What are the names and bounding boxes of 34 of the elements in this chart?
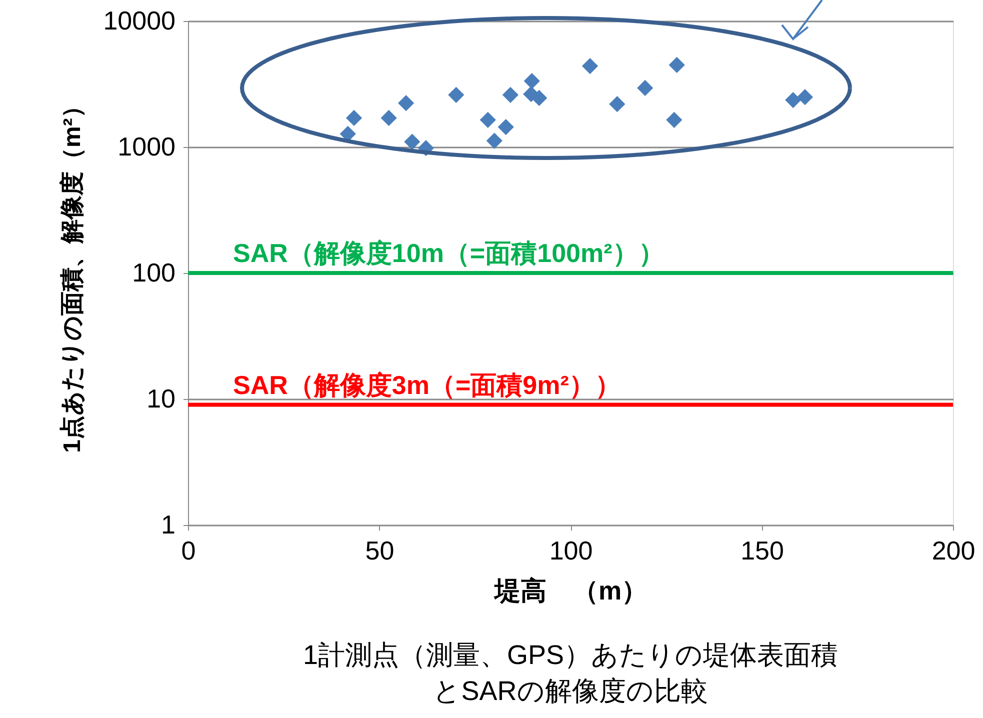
- point: [531, 90, 548, 106]
- x-axis-title: 堤高 （m）: [493, 576, 648, 606]
- point: [796, 89, 814, 106]
- x-tick-label: 0: [181, 536, 196, 566]
- point: [609, 96, 626, 112]
- ref-line-label: SAR（解像度10m（=面積100m²））: [233, 238, 664, 268]
- x-tick-label: 200: [932, 536, 976, 566]
- point: [486, 132, 502, 149]
- y-tick-label: 100: [132, 258, 176, 288]
- point: [668, 56, 685, 73]
- point: [404, 134, 420, 150]
- point: [666, 112, 682, 128]
- x-tick-label: 50: [365, 536, 394, 566]
- ref-line-label: SAR（解像度3m（=面積9m²））: [233, 370, 621, 400]
- point: [346, 110, 362, 126]
- point: [502, 86, 519, 103]
- point: [582, 58, 598, 74]
- y-tick-label: 10000: [103, 6, 176, 36]
- y-tick-label: 1000: [118, 132, 176, 162]
- text: 1計測点（測量、GPS）あたりの堤体表面積: [302, 640, 838, 670]
- point: [480, 112, 496, 128]
- point: [448, 86, 464, 103]
- point: [637, 80, 654, 96]
- y-tick-label: 1: [161, 510, 176, 540]
- x-tick-label: 100: [549, 536, 593, 566]
- point: [524, 72, 540, 90]
- point: [380, 110, 397, 126]
- point: [498, 118, 514, 136]
- text: とSARの解像度の比較: [433, 676, 708, 706]
- point: [785, 92, 802, 108]
- x-tick-label: 150: [740, 536, 784, 566]
- y-tick-label: 10: [146, 384, 176, 414]
- y-axis-title: 1点あたりの面積、解像度（m²）: [59, 94, 86, 453]
- point: [398, 95, 414, 112]
